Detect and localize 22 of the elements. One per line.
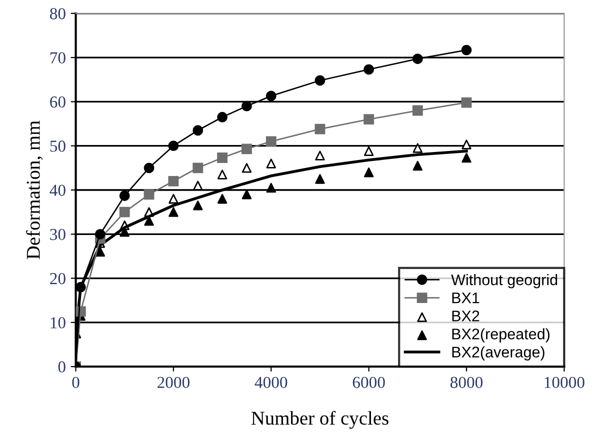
y-axis-title: Deformation, mm — [26, 120, 43, 260]
y-tick-label: 10 — [50, 317, 66, 328]
y-tick-label: 60 — [50, 96, 66, 108]
x-tick-label: 0 — [72, 376, 80, 388]
y-tick-label: 40 — [50, 184, 66, 196]
legend-label: BX1 — [452, 292, 480, 304]
x-tick-label: 6000 — [352, 376, 385, 388]
y-tick-label: 20 — [50, 273, 66, 284]
legend-label: BX2(repeated) — [452, 328, 550, 342]
y-tick-label: 0 — [58, 361, 66, 373]
x-tick-label: 10000 — [544, 376, 584, 388]
legend-label: BX2 — [452, 310, 480, 322]
x-tick-label: 2000 — [158, 376, 190, 388]
x-tick-label: 8000 — [450, 376, 483, 388]
x-axis-title: Number of cycles — [251, 410, 388, 429]
legend-label: BX2(average) — [452, 346, 544, 360]
legend-label: Without geogrid — [451, 274, 558, 288]
y-tick-label: 50 — [50, 140, 66, 152]
y-tick-label: 80 — [50, 8, 66, 20]
y-tick-label: 70 — [50, 52, 66, 64]
y-tick-label: 30 — [50, 228, 66, 240]
x-tick-label: 4000 — [254, 376, 288, 388]
